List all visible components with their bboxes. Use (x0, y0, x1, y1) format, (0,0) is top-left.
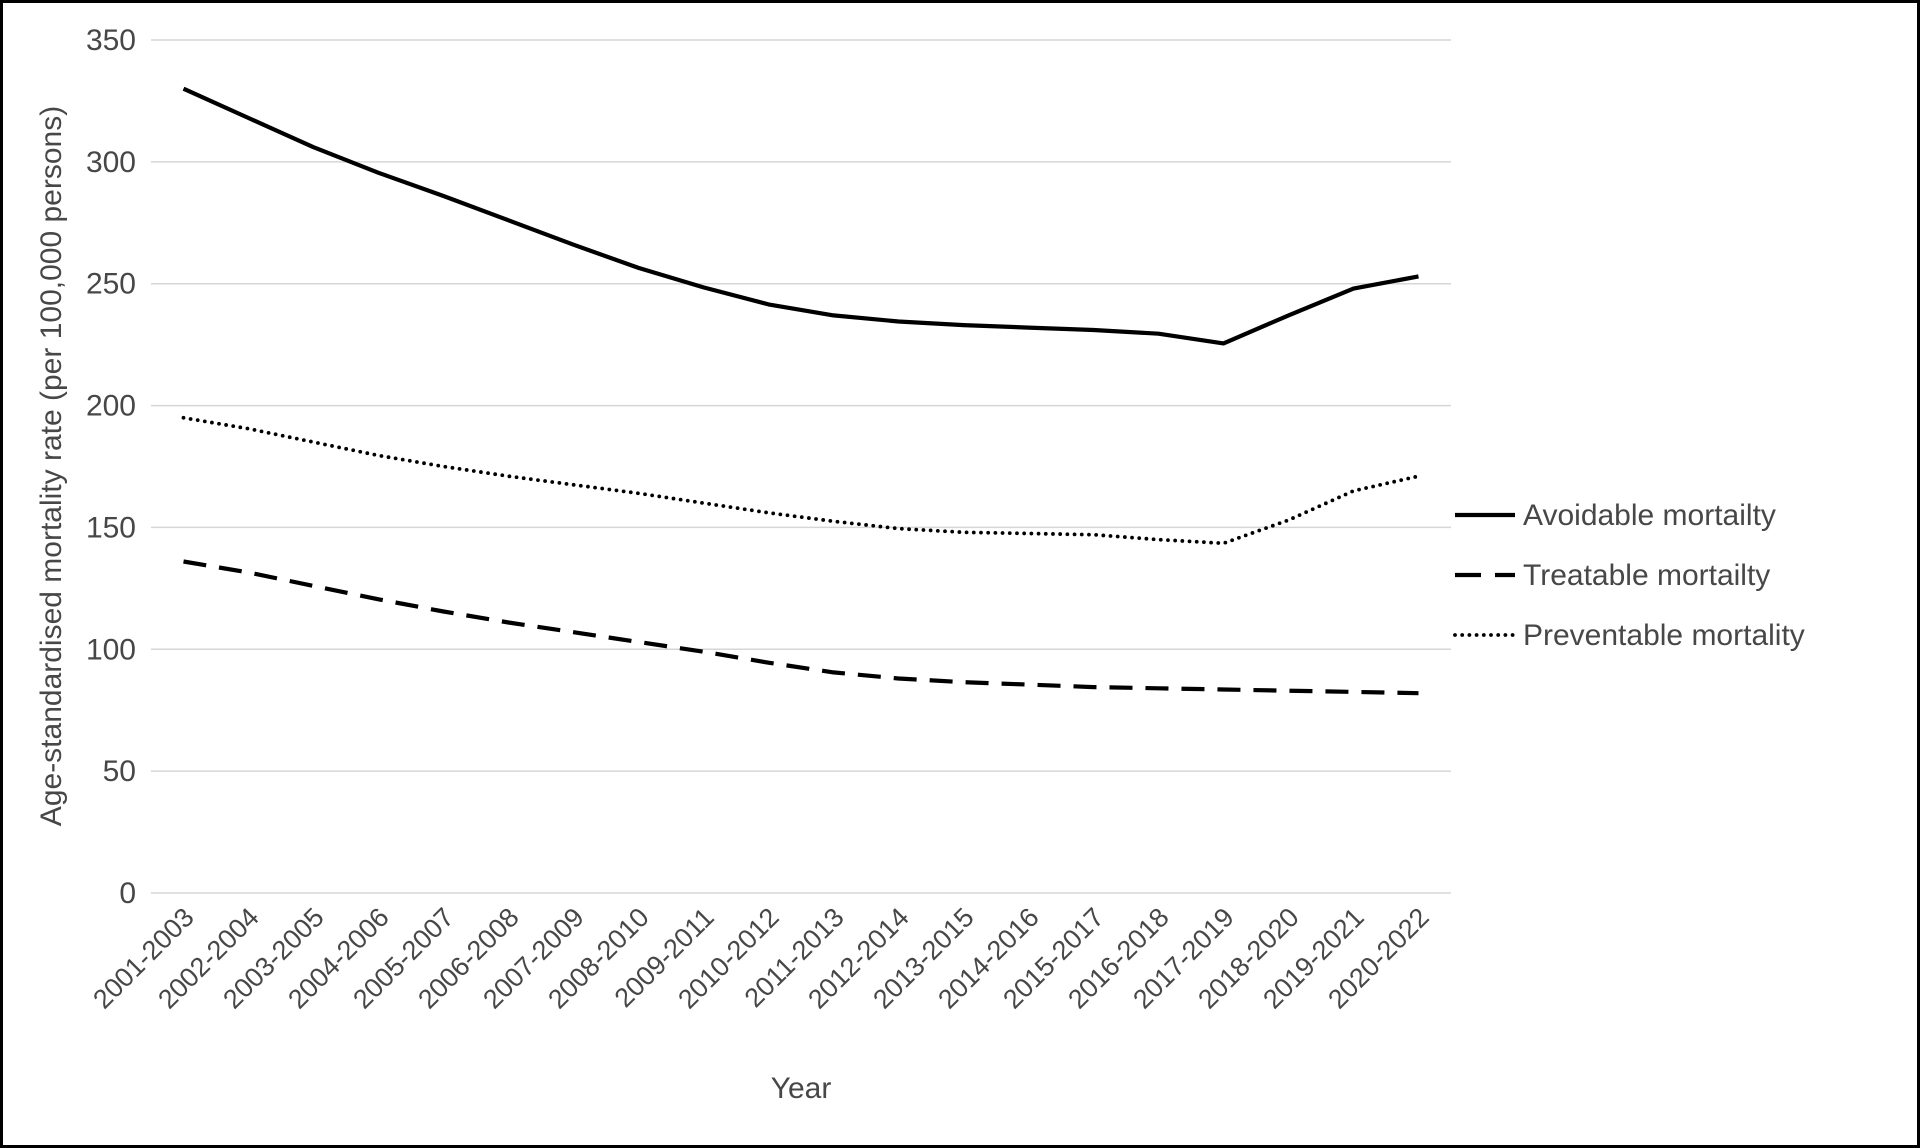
x-axis-tick-labels: 2001-20032002-20042003-20052004-20062005… (87, 902, 1435, 1015)
legend-label: Avoidable mortailty (1523, 499, 1776, 532)
x-axis-title: Year (771, 1072, 832, 1105)
y-axis-title: Age-standardised mortality rate (per 100… (35, 106, 68, 826)
legend-label: Preventable mortality (1523, 619, 1805, 652)
y-tick-label: 250 (86, 268, 136, 301)
legend: Avoidable mortailty Treatable mortailty Pr… (1453, 499, 1805, 652)
data-series-lines (181, 86, 1421, 696)
y-tick-label: 200 (86, 390, 136, 423)
gridlines (151, 39, 1451, 894)
y-tick-label: 150 (86, 511, 136, 544)
legend-label: Treatable mortailty (1523, 559, 1770, 592)
series-line-dashed (183, 559, 1419, 696)
y-tick-label: 300 (86, 146, 136, 179)
y-axis-tick-labels: 0 50 100 150 200 250 300 350 (86, 24, 136, 910)
y-tick-label: 350 (86, 24, 136, 57)
y-tick-label: 100 (86, 633, 136, 666)
y-tick-label: 0 (119, 877, 136, 910)
mortality-line-chart: 0 50 100 150 200 250 300 350 2001-20032002-2004… (35, 24, 1805, 1105)
series-line-dotted (181, 415, 1421, 546)
series-line-solid (182, 86, 1419, 346)
y-tick-label: 50 (103, 755, 136, 788)
